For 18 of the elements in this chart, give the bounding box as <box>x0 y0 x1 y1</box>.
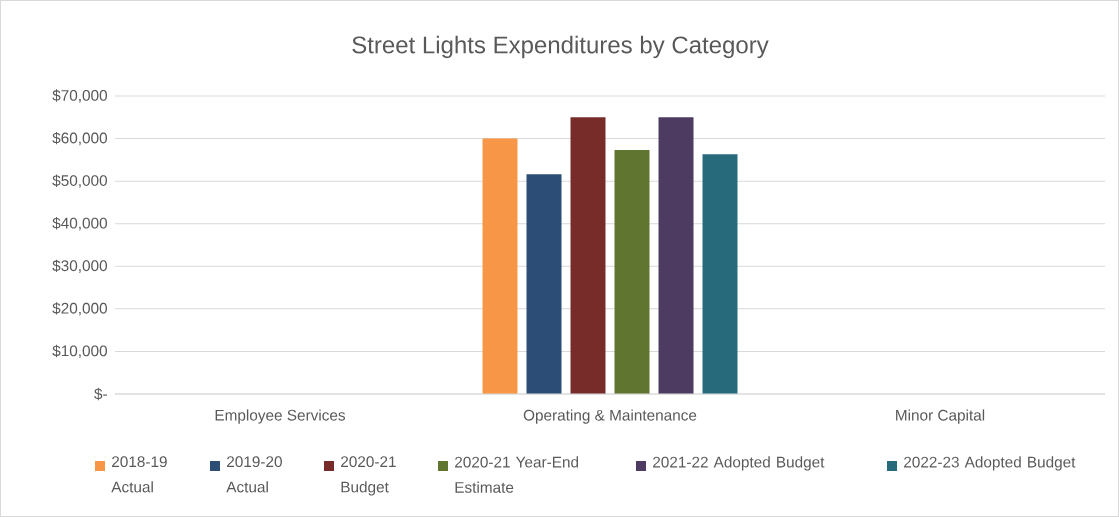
legend-label: 2022-23 Adopted Budget <box>904 456 1076 471</box>
legend-label: 2020-21 Year-End Estimate <box>455 456 579 493</box>
y-tick-label: $20,000 <box>52 302 108 316</box>
legend-label: 2021-22 Adopted Budget <box>653 456 825 471</box>
y-tick-label: $10,000 <box>52 344 108 359</box>
x-tick-label: Minor Capital <box>896 409 985 424</box>
x-tick-label: Operating & Maintenance <box>523 409 697 424</box>
y-tick-label: $30,000 <box>52 259 108 273</box>
x-tick-label: Employee Services <box>215 409 346 424</box>
y-tick-label: $60,000 <box>52 131 108 146</box>
y-tick-label: $- <box>94 387 107 401</box>
chart-title: Street Lights Expenditures by Category <box>352 35 769 59</box>
y-tick-label: $70,000 <box>52 89 108 103</box>
legend-label: 2018-19 Actual <box>111 456 167 493</box>
y-tick-label: $50,000 <box>52 174 108 188</box>
y-tick-label: $40,000 <box>52 217 108 231</box>
legend-label: 2019-20 Actual <box>226 456 282 493</box>
legend-label: 2020-21 Budget <box>341 456 396 496</box>
